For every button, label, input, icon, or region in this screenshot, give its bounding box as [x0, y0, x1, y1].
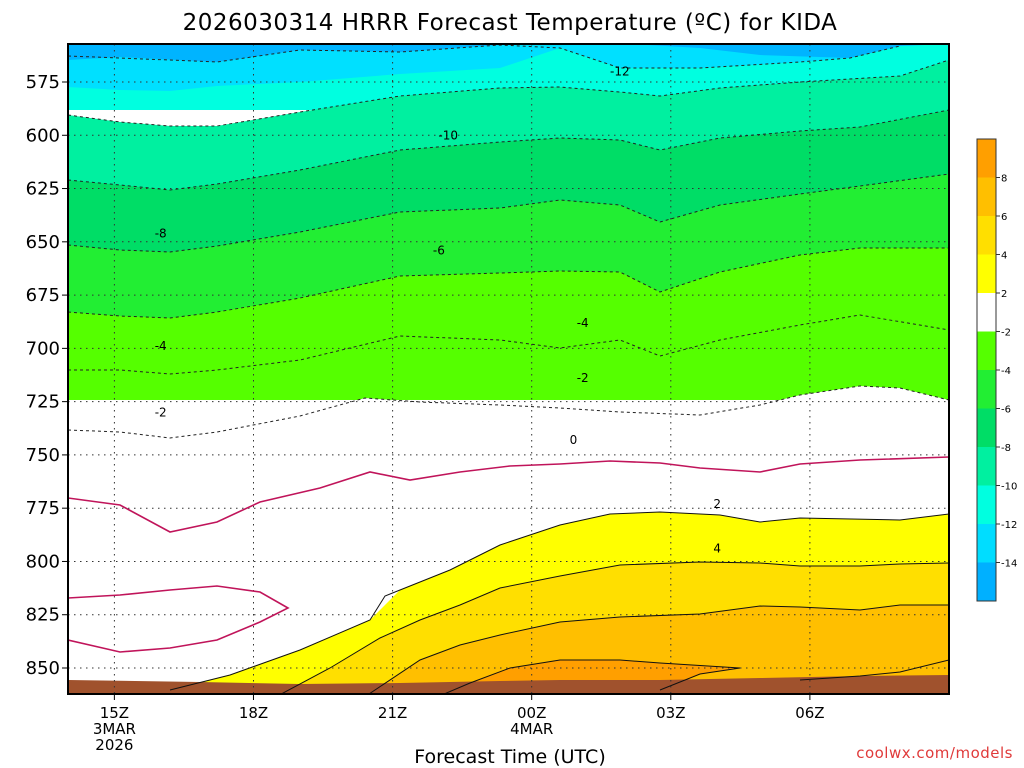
colorbar-tick-label: 4 [1001, 251, 1007, 262]
colorbar-tick-label: -2 [1001, 328, 1011, 339]
contour-labels: -12 -10 -8 -6 -4 -4 -2 -2 0 2 4 [155, 64, 721, 555]
y-axis: 575 600 625 650 675 700 725 750 775 800 825 850 [26, 72, 68, 679]
contour-label: -12 [610, 64, 630, 78]
y-tick-label: 725 [26, 392, 60, 413]
y-tick-label: 750 [26, 445, 60, 466]
contours [68, 44, 949, 694]
contour-minus6 [68, 173, 949, 253]
y-tick-label: 825 [26, 605, 60, 626]
contour-minus10 [68, 59, 949, 127]
contour-plus2 [169, 511, 949, 691]
contour-zero [68, 456, 949, 533]
contour-label: -4 [577, 316, 589, 330]
contour-label: 2 [713, 497, 721, 511]
colorbar-swatch [977, 562, 996, 602]
y-tick-label: 650 [26, 232, 60, 253]
colorbar-tick-label: -14 [1001, 559, 1017, 570]
plot-frame [67, 43, 950, 695]
grid [68, 44, 949, 694]
contour-label: -6 [433, 243, 445, 257]
x-tick-label: 3MAR [93, 720, 136, 738]
x-tick-label: 18Z [239, 704, 268, 722]
colorbar-swatch [977, 485, 996, 525]
contour-minus4 [68, 247, 949, 319]
contour-minus12 [68, 44, 901, 69]
x-tick-label: 21Z [378, 704, 407, 722]
x-tick-label: 15Z [100, 704, 129, 722]
contour-minus2 [68, 385, 949, 439]
y-tick-label: 625 [26, 179, 60, 200]
colorbar-swatch [977, 177, 996, 217]
contour-label: 4 [713, 542, 721, 556]
colorbar-swatch [977, 293, 996, 332]
colorbar: 8 6 4 2 -2 -4 -6 -8 -10 -12 -14 [976, 138, 1017, 602]
contour-plus4 [280, 561, 949, 694]
x-tick-label: 03Z [656, 704, 685, 722]
contour-plus8-right [799, 659, 949, 681]
colorbar-swatch [977, 524, 996, 563]
colorbar-swatch [977, 408, 996, 448]
colorbar-tick-label: 6 [1001, 212, 1007, 223]
colorbar-swatch [977, 139, 996, 178]
contour-minus8 [68, 109, 949, 191]
colorbar-swatch [977, 254, 996, 294]
contour-label: -2 [155, 405, 167, 419]
x-tick-label: 06Z [795, 704, 824, 722]
y-tick-label: 675 [26, 285, 60, 306]
contour-label: -2 [577, 371, 589, 385]
contour-label: -10 [438, 128, 458, 142]
colorbar-tick-label: -10 [1001, 482, 1017, 493]
colorbar-tick-label: -12 [1001, 520, 1017, 531]
contour-plus6 [368, 604, 949, 694]
contour-label: 0 [570, 433, 578, 447]
credit-text: coolwx.com/models [856, 744, 1013, 762]
x-tick-label: 00Z [517, 704, 546, 722]
band-minus4 [68, 248, 949, 400]
colorbar-swatch [977, 370, 996, 409]
colorbar-swatch [977, 447, 996, 486]
colorbar-tick-label: 2 [1001, 289, 1007, 300]
ground-terrain [68, 675, 949, 694]
y-tick-label: 775 [26, 498, 60, 519]
colorbar-swatch [977, 216, 996, 255]
colorbar-tick-label: 8 [1001, 174, 1007, 185]
contour-zero-closed [68, 585, 290, 653]
y-tick-label: 575 [26, 72, 60, 93]
x-tick-label: 4MAR [510, 720, 553, 738]
x-tick-label: 2026 [95, 736, 133, 754]
contour-minus4b [68, 314, 949, 375]
contour-label: -8 [155, 226, 167, 240]
colorbar-tick-label: -8 [1001, 443, 1011, 454]
colorbar-tick-label: -4 [1001, 366, 1011, 377]
y-tick-label: 850 [26, 658, 60, 679]
contour-plus8 [442, 659, 741, 694]
contour-label: -4 [155, 339, 167, 353]
plot-area [68, 44, 949, 694]
y-tick-label: 800 [26, 552, 60, 573]
y-tick-label: 600 [26, 125, 60, 146]
colorbar-swatch [977, 331, 996, 371]
band-minus14-deep [68, 44, 949, 62]
x-axis-label: Forecast Time (UTC) [414, 746, 605, 768]
colorbar-tick-label: -6 [1001, 405, 1011, 416]
y-tick-label: 700 [26, 338, 60, 359]
chart-title: 2026030314 HRRR Forecast Temperature (ºC… [183, 10, 838, 36]
